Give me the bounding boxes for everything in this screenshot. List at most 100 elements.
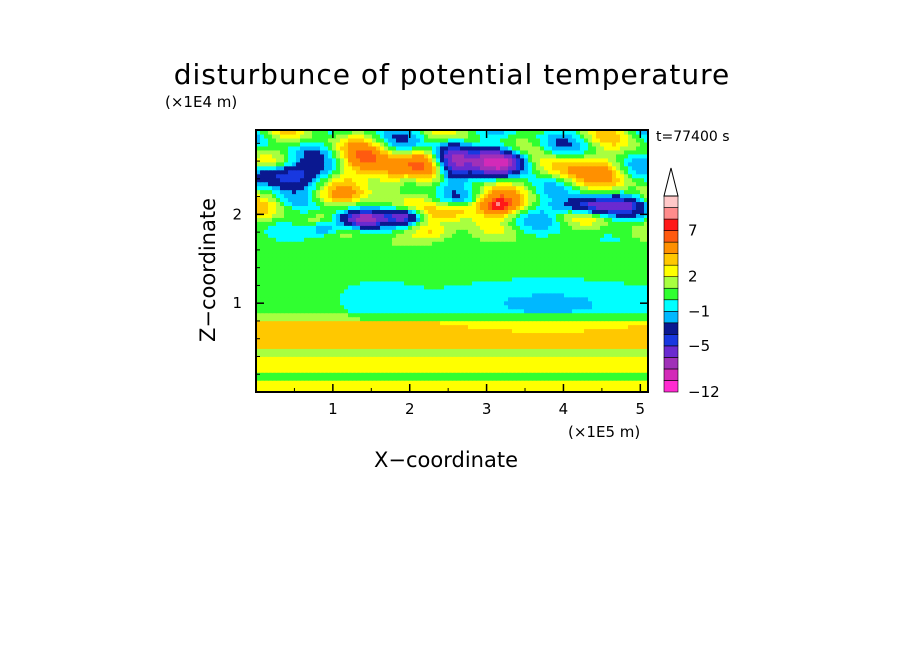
heatmap-cell bbox=[336, 304, 341, 310]
heatmap-cell bbox=[292, 205, 297, 210]
heatmap-cell bbox=[640, 261, 645, 266]
heatmap-cell bbox=[464, 189, 469, 195]
heatmap-cell bbox=[404, 324, 409, 330]
heatmap-cell bbox=[280, 284, 285, 290]
heatmap-cell bbox=[376, 264, 381, 270]
heatmap-cell bbox=[304, 249, 309, 254]
heatmap-cell bbox=[608, 189, 613, 195]
heatmap-cell bbox=[616, 312, 621, 318]
heatmap-cell bbox=[480, 197, 485, 203]
heatmap-cell bbox=[340, 229, 345, 234]
heatmap-cell bbox=[516, 316, 521, 322]
heatmap-cell bbox=[292, 376, 297, 381]
heatmap-cell bbox=[376, 376, 381, 381]
heatmap-cell bbox=[380, 261, 385, 266]
heatmap-cell bbox=[324, 312, 329, 318]
heatmap-cell bbox=[640, 380, 645, 385]
heatmap-cell bbox=[536, 364, 541, 369]
heatmap-cell bbox=[468, 213, 473, 218]
heatmap-cell bbox=[604, 288, 609, 294]
heatmap-cell bbox=[524, 288, 529, 294]
heatmap-cell bbox=[368, 257, 373, 262]
heatmap-cell bbox=[312, 372, 317, 377]
heatmap-cell bbox=[260, 344, 265, 349]
heatmap-cell bbox=[624, 360, 629, 365]
heatmap-cell bbox=[472, 276, 477, 282]
heatmap-cell bbox=[452, 249, 457, 254]
heatmap-cell bbox=[408, 312, 413, 318]
heatmap-cell bbox=[400, 280, 405, 286]
heatmap-cell bbox=[256, 197, 261, 203]
heatmap-cell bbox=[476, 193, 481, 199]
heatmap-cell bbox=[376, 245, 381, 250]
heatmap-cell bbox=[488, 264, 493, 270]
heatmap-cell bbox=[508, 288, 513, 294]
heatmap-cell bbox=[604, 320, 609, 326]
heatmap-cell bbox=[332, 189, 337, 195]
heatmap-cell bbox=[436, 388, 441, 392]
heatmap-cell bbox=[520, 280, 525, 286]
heatmap-cell bbox=[592, 221, 597, 226]
heatmap-cell bbox=[472, 229, 477, 234]
heatmap-cell bbox=[416, 296, 421, 302]
heatmap-cell bbox=[472, 197, 477, 203]
heatmap-cell bbox=[628, 280, 633, 286]
heatmap-cell bbox=[280, 276, 285, 282]
heatmap-cell bbox=[644, 320, 648, 326]
heatmap-cell bbox=[564, 316, 569, 322]
heatmap-cell bbox=[492, 296, 497, 302]
heatmap-cell bbox=[412, 237, 417, 242]
heatmap-cell bbox=[576, 197, 581, 203]
heatmap-cell bbox=[364, 336, 369, 341]
heatmap-cell bbox=[628, 276, 633, 282]
heatmap-cell bbox=[412, 245, 417, 250]
heatmap-cell bbox=[544, 201, 549, 207]
heatmap-cell bbox=[640, 296, 645, 302]
heatmap-cell bbox=[396, 368, 401, 373]
heatmap-cell bbox=[440, 328, 445, 334]
heatmap-cell bbox=[468, 316, 473, 322]
heatmap-cell bbox=[456, 225, 461, 230]
heatmap-cell bbox=[564, 229, 569, 234]
heatmap-cell bbox=[460, 300, 465, 306]
heatmap-cell bbox=[412, 209, 417, 214]
heatmap-cell bbox=[548, 261, 553, 266]
heatmap-cell bbox=[376, 249, 381, 254]
heatmap-cell bbox=[288, 296, 293, 302]
heatmap-cell bbox=[608, 384, 613, 389]
heatmap-cell bbox=[616, 225, 621, 230]
heatmap-cell bbox=[268, 272, 273, 278]
heatmap-cell bbox=[540, 276, 545, 282]
heatmap-cell bbox=[292, 348, 297, 353]
heatmap-cell bbox=[300, 296, 305, 302]
heatmap-cell bbox=[268, 312, 273, 318]
heatmap-cell bbox=[476, 328, 481, 334]
heatmap-cell bbox=[608, 213, 613, 218]
heatmap-cell bbox=[564, 284, 569, 290]
heatmap-cell bbox=[580, 245, 585, 250]
heatmap-cell bbox=[256, 316, 261, 322]
heatmap-cell bbox=[496, 280, 501, 286]
heatmap-cell bbox=[360, 356, 365, 361]
heatmap-cell bbox=[340, 376, 345, 381]
heatmap-cell bbox=[528, 368, 533, 373]
heatmap-cell bbox=[308, 221, 313, 226]
heatmap-cell bbox=[444, 296, 449, 302]
heatmap-cell bbox=[640, 376, 645, 381]
heatmap-cell bbox=[392, 348, 397, 353]
heatmap-cell bbox=[492, 245, 497, 250]
heatmap-cell bbox=[644, 261, 648, 266]
heatmap-cell bbox=[256, 360, 261, 365]
heatmap-cell bbox=[500, 320, 505, 326]
heatmap-cell bbox=[356, 264, 361, 270]
heatmap-cell bbox=[572, 189, 577, 195]
heatmap-cell bbox=[496, 344, 501, 349]
heatmap-cell bbox=[560, 241, 565, 246]
heatmap-cell bbox=[276, 233, 281, 238]
heatmap-cell bbox=[268, 388, 273, 392]
heatmap-cell bbox=[572, 296, 577, 302]
heatmap-cell bbox=[328, 368, 333, 373]
heatmap-cell bbox=[384, 316, 389, 322]
heatmap-cell bbox=[544, 225, 549, 230]
heatmap-cell bbox=[332, 360, 337, 365]
